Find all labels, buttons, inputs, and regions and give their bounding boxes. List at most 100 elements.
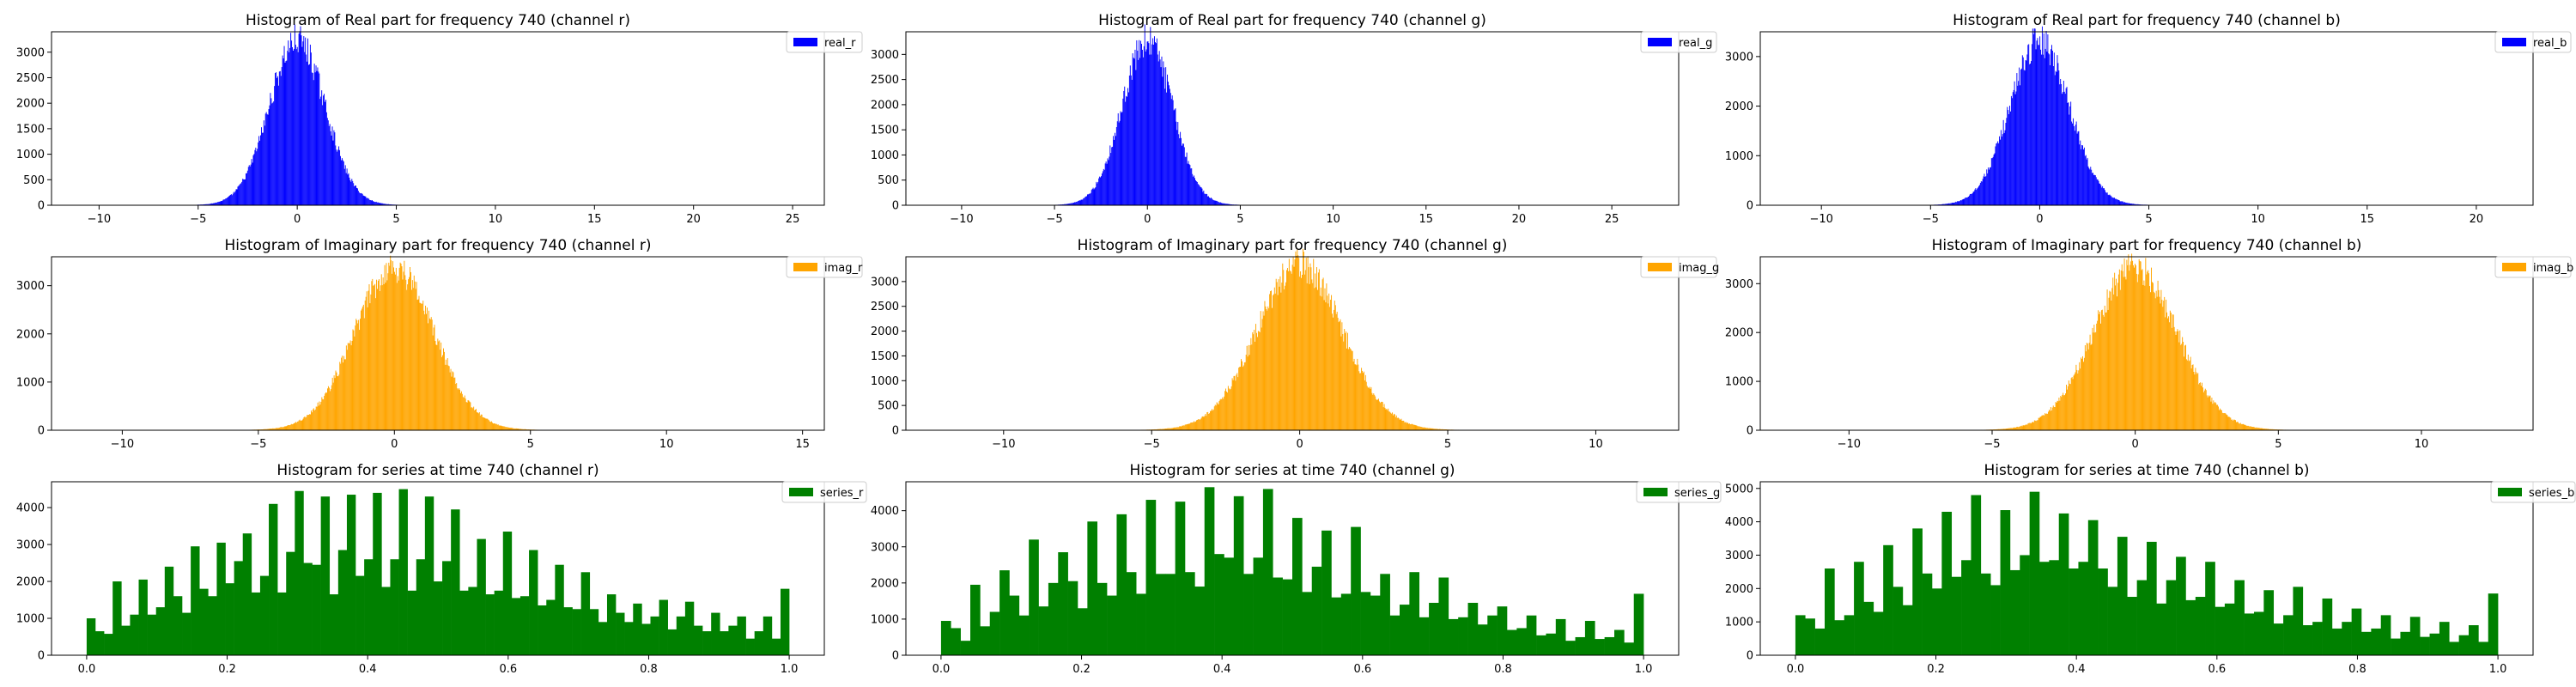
histogram-bar xyxy=(2263,590,2275,655)
histogram-bar xyxy=(2235,422,2237,430)
histogram-bar xyxy=(2158,289,2160,430)
histogram-bar xyxy=(309,414,311,430)
histogram-bar xyxy=(1441,429,1443,430)
histogram-bar xyxy=(1352,361,1354,430)
y-tick-label: 1500 xyxy=(871,350,899,363)
histogram-bar xyxy=(1408,423,1410,430)
histogram-bar xyxy=(1116,514,1127,655)
histogram-bar xyxy=(234,191,236,205)
histogram-bar xyxy=(2065,88,2067,205)
histogram-bar xyxy=(1113,136,1115,205)
histogram-bar xyxy=(1994,153,1996,205)
legend-swatch xyxy=(789,488,813,496)
histogram-bar xyxy=(1355,364,1357,430)
histogram-bar xyxy=(2214,403,2215,430)
histogram-bar xyxy=(1203,416,1205,430)
histogram-bar xyxy=(1984,176,1986,205)
histogram-bar xyxy=(1218,401,1220,430)
axes-frame xyxy=(1759,481,2534,656)
histogram-bar xyxy=(228,196,229,205)
histogram-bar xyxy=(1161,56,1163,205)
histogram-bar xyxy=(1067,204,1069,205)
histogram-bar xyxy=(307,38,309,206)
histogram-bar xyxy=(503,426,505,430)
histogram-bar xyxy=(2264,429,2266,430)
y-tick-label: 1000 xyxy=(871,375,899,388)
histogram-bar xyxy=(1219,399,1221,430)
histogram-bar xyxy=(1315,287,1317,430)
axes-frame xyxy=(1759,31,2534,206)
histogram-bar xyxy=(1192,173,1194,205)
histogram-bar xyxy=(2051,45,2052,206)
histogram-bar xyxy=(2097,320,2099,430)
histogram-bar xyxy=(1202,192,1204,205)
histogram-bar xyxy=(1165,67,1167,205)
histogram-bar xyxy=(319,401,320,430)
histogram-bar xyxy=(213,203,215,205)
histogram-bar xyxy=(331,385,332,430)
histogram-bar xyxy=(147,614,157,655)
y-tick-label: 1500 xyxy=(871,125,899,137)
histogram-bar xyxy=(1844,615,1855,655)
histogram-bar xyxy=(225,198,227,205)
histogram-bar xyxy=(398,489,408,655)
histogram-bar xyxy=(257,149,258,205)
histogram-bar xyxy=(1516,628,1528,655)
histogram-bar xyxy=(2225,413,2227,430)
histogram-bar xyxy=(2067,386,2069,430)
histogram-bar xyxy=(2129,203,2130,205)
histogram-bar xyxy=(390,204,392,205)
histogram-bar xyxy=(1316,267,1317,430)
histogram-bar xyxy=(405,279,407,430)
histogram-bar xyxy=(424,314,426,430)
histogram-bar xyxy=(2107,194,2109,205)
histogram-bar xyxy=(1212,199,1214,205)
histogram-bar xyxy=(2269,429,2271,430)
x-tick-label: 0.4 xyxy=(1213,663,1231,676)
histogram-bar xyxy=(363,318,365,430)
histogram-bar xyxy=(1223,398,1224,430)
histogram-bar xyxy=(2099,311,2100,430)
histogram-bar xyxy=(2271,429,2273,430)
histogram-bar xyxy=(385,204,386,205)
histogram-bar xyxy=(319,99,321,205)
histogram-bar xyxy=(494,590,504,655)
histogram-bar xyxy=(2322,598,2333,655)
histogram-bar xyxy=(2053,52,2055,206)
histogram-bar xyxy=(2100,310,2102,430)
histogram-bar xyxy=(2090,167,2092,205)
histogram-bar xyxy=(2182,337,2184,430)
x-tick-label: −10 xyxy=(1809,213,1832,226)
histogram-bar xyxy=(455,384,457,430)
histogram-bar xyxy=(1383,404,1385,430)
histogram-bar xyxy=(2020,426,2021,430)
histogram-bar xyxy=(2104,188,2105,205)
histogram-bar xyxy=(1301,277,1303,430)
histogram-bar xyxy=(1080,199,1082,205)
histogram-bar xyxy=(1103,168,1104,205)
histogram-bar xyxy=(390,559,399,655)
histogram-bar xyxy=(2136,273,2137,430)
histogram-bar xyxy=(2129,204,2131,205)
histogram-bar xyxy=(1097,582,1108,655)
histogram-bar xyxy=(280,76,282,205)
histogram-bar xyxy=(2061,397,2063,430)
histogram-bar xyxy=(259,575,270,655)
histogram-bar xyxy=(1256,332,1257,430)
histogram-bar xyxy=(1153,44,1155,205)
histogram-bar xyxy=(2215,606,2226,655)
histogram-bar xyxy=(191,546,200,655)
histogram-bar xyxy=(1182,425,1184,430)
histogram-bar xyxy=(2234,580,2245,655)
histogram-bar xyxy=(345,173,347,205)
histogram-bar xyxy=(1400,605,1410,655)
histogram-bar xyxy=(245,179,246,205)
histogram-bar xyxy=(1087,194,1088,205)
histogram-bar xyxy=(572,609,581,655)
histogram-bar xyxy=(684,601,695,655)
histogram-bar xyxy=(1264,301,1266,430)
histogram-bar xyxy=(2026,54,2028,206)
histogram-bar xyxy=(2259,428,2261,430)
x-tick-label: 5 xyxy=(2275,438,2281,451)
histogram-bar xyxy=(1109,145,1111,205)
